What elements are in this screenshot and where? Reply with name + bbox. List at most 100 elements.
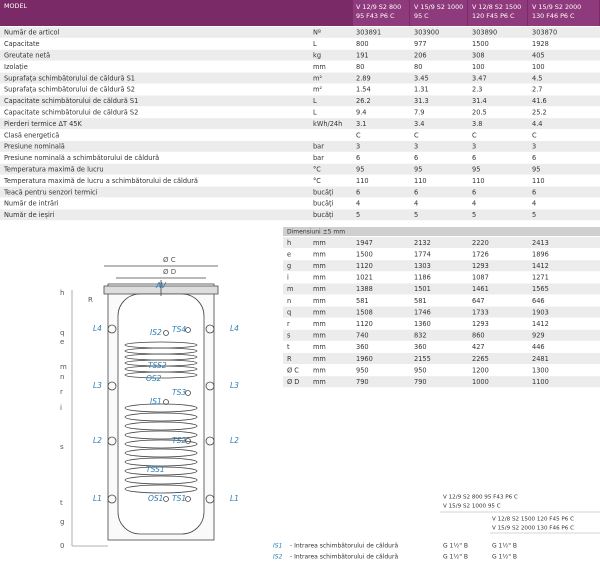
- cell: C: [414, 131, 419, 139]
- diagram-label: q: [60, 329, 64, 337]
- cell: kWh/24h: [313, 120, 342, 128]
- dim-cell: mm: [313, 297, 326, 305]
- row-bg: [0, 163, 600, 175]
- diagram-label: TS2: [172, 436, 186, 445]
- cell: 95: [414, 166, 422, 174]
- port: [107, 436, 117, 446]
- sensor: [185, 390, 191, 396]
- legend-cell: IS1: [273, 543, 282, 550]
- dim-row-bg: [283, 283, 600, 295]
- dim-cell: 2132: [414, 239, 431, 247]
- dim-cell: 1500: [356, 250, 373, 258]
- sensor: [185, 327, 191, 333]
- coil: [124, 466, 198, 476]
- cell: Temperatura maximă de lucru: [3, 166, 104, 174]
- dim-cell: 1896: [532, 250, 549, 258]
- diagram-label: g: [60, 518, 64, 526]
- dim-cell: Ø C: [287, 366, 299, 374]
- sensor: [163, 330, 169, 336]
- dim-cell: 446: [532, 343, 545, 351]
- dim-cell: s: [287, 332, 291, 340]
- cell: 41.6: [532, 97, 547, 105]
- legend-cell: IS2: [273, 554, 283, 561]
- header-model: MODEL: [4, 2, 28, 10]
- legend-cell: - Intrarea schimbătorului de căldură: [290, 543, 398, 550]
- diagram-label: r: [60, 388, 63, 396]
- port: [205, 324, 215, 334]
- header-model-name: 130 F46 P6 C: [532, 12, 575, 20]
- cell: 3: [472, 143, 476, 151]
- port: [107, 324, 117, 334]
- cell: m²: [313, 74, 322, 82]
- cell: 4: [356, 200, 360, 208]
- dim-cell: 1960: [356, 355, 373, 363]
- dim-cell: mm: [313, 308, 326, 316]
- cell: Număr de articol: [4, 29, 60, 37]
- dim-cell: 2155: [414, 355, 431, 363]
- dim-cell: mm: [313, 250, 326, 258]
- cell: 308: [472, 52, 485, 60]
- port: [205, 381, 215, 391]
- cell: Izolație: [4, 63, 28, 72]
- dim-cell: g: [287, 262, 291, 270]
- diagram-label: L4: [230, 324, 239, 333]
- cell: Clasă energetică: [4, 131, 59, 139]
- dim-cell: 1303: [414, 262, 431, 270]
- cell: 20.5: [472, 109, 487, 117]
- cell: 9.4: [356, 109, 367, 117]
- diagram-label: R: [88, 296, 93, 304]
- diagram-label: AV: [155, 281, 167, 290]
- row-bg: [0, 72, 600, 84]
- dim-cell: Ø D: [287, 378, 299, 386]
- cell: 5: [356, 211, 360, 219]
- dim-row-bg: [283, 341, 600, 353]
- row-bg: [0, 27, 600, 38]
- cell: Pierderi termice ΔT 45K: [4, 120, 82, 128]
- dim-row-bg: [283, 329, 600, 341]
- header-cell: [410, 0, 467, 26]
- cell: 303870: [532, 29, 557, 37]
- cell: 4.4: [532, 120, 543, 128]
- dim-cell: 1746: [414, 308, 431, 316]
- cell: 3.4: [414, 120, 425, 128]
- legend-cell: G 1½" B: [492, 554, 517, 561]
- diagram-label: L2: [93, 436, 102, 445]
- row-bg: [0, 84, 600, 95]
- header-cell: [468, 0, 527, 26]
- cell: 6: [414, 154, 418, 162]
- cell: Număr de ieșiri: [4, 211, 55, 219]
- cell: 25.2: [532, 109, 547, 117]
- dim-cell: t: [287, 343, 290, 351]
- dim-header: [283, 227, 600, 236]
- dim-cell: 740: [356, 332, 369, 340]
- cell: Temperatura maximă de lucru a schimbător…: [3, 177, 198, 185]
- header-cell: [353, 0, 409, 26]
- coil: [124, 371, 198, 379]
- dim-cell: m: [287, 285, 293, 293]
- cell: 1.54: [356, 86, 371, 94]
- cell: 110: [414, 177, 427, 185]
- cell: 95: [532, 166, 540, 174]
- cell: 3.1: [356, 120, 367, 128]
- cell: 110: [356, 177, 369, 185]
- dim-cell: h: [287, 239, 291, 247]
- cell: kg: [313, 52, 321, 60]
- dim-cell: 1947: [356, 239, 373, 247]
- header-model-name: V 12/9 S2 800: [356, 3, 401, 11]
- dim-row-bg: [283, 260, 600, 272]
- dim-cell: 646: [532, 297, 545, 305]
- dim-cell: 1774: [414, 250, 431, 258]
- cell: Greutate netă: [4, 52, 50, 60]
- cell: 95: [472, 166, 480, 174]
- cell: Suprafața schimbătorului de căldură S2: [4, 86, 135, 95]
- row-bg: [0, 38, 600, 50]
- dim-cell: 1200: [472, 366, 489, 374]
- port: [107, 494, 117, 504]
- cell: C: [532, 131, 537, 139]
- legend-model: V 12/9 S2 800 95 F43 P6 C: [443, 495, 518, 501]
- cell: 303900: [414, 29, 439, 37]
- cell: bucăți: [313, 188, 334, 197]
- legend-cell: - Intrarea schimbătorului de căldură: [290, 554, 398, 561]
- cell: 3.8: [472, 120, 483, 128]
